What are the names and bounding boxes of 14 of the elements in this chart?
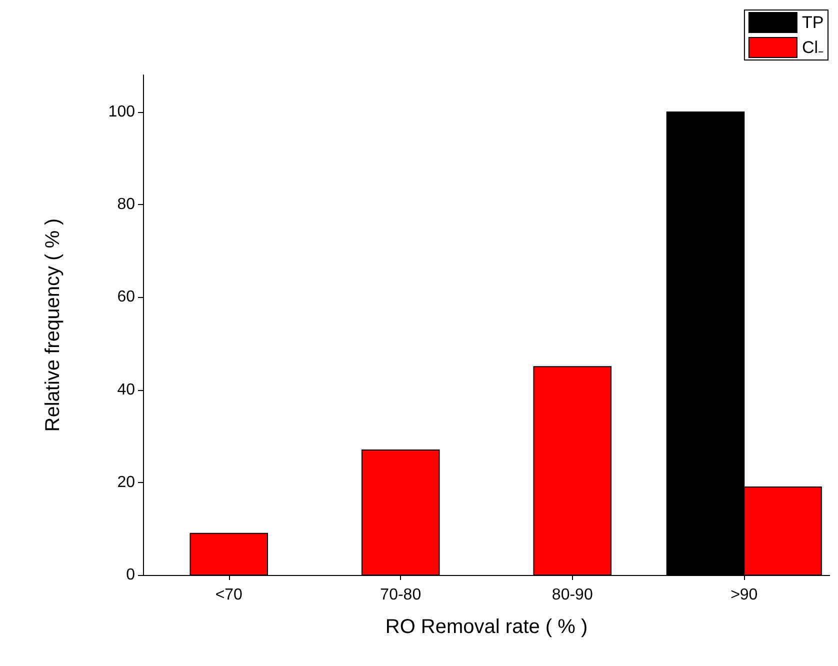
y-axis-title: Relative frequency ( % ) <box>42 218 64 432</box>
legend-label: TP <box>802 13 824 32</box>
y-tick-label: 0 <box>126 566 136 584</box>
x-tick-label: 70-80 <box>380 586 422 604</box>
y-tick-label: 40 <box>117 381 136 398</box>
y-tick-label: 60 <box>117 288 136 306</box>
x-tick-label: <70 <box>215 586 243 604</box>
x-axis-title: RO Removal rate ( % ) <box>385 616 588 638</box>
y-tick-label: 80 <box>117 196 136 214</box>
x-tick-label: >90 <box>730 586 758 604</box>
x-tick-label: 80-90 <box>552 586 593 604</box>
legend-label: Cl₋ <box>802 38 824 57</box>
y-tick-label: 100 <box>108 104 136 121</box>
y-tick-label: 20 <box>117 474 136 491</box>
